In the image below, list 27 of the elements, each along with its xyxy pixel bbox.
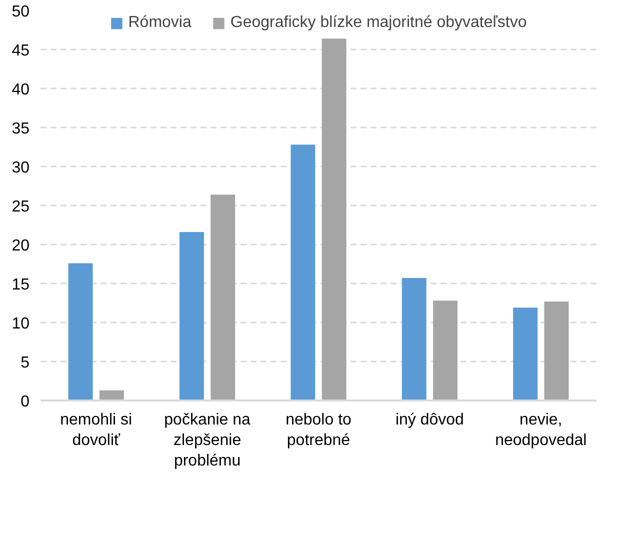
legend-label: Rómovia: [128, 14, 192, 32]
bar: [68, 263, 93, 400]
bar: [322, 38, 346, 400]
y-tick-label: 15: [12, 276, 30, 294]
bar: [513, 308, 538, 400]
bar: [433, 300, 458, 400]
y-tick-label: 40: [12, 82, 30, 98]
x-tick-label: iný dôvod: [395, 412, 464, 428]
y-tick-label: 0: [20, 394, 30, 410]
legend-label: Geograficky blízke majoritné obyvateľstvo: [230, 14, 527, 32]
y-tick-label: 10: [12, 316, 30, 332]
y-tick-label: 30: [12, 160, 30, 176]
y-tick-label: 25: [12, 198, 30, 216]
bar: [180, 232, 204, 400]
y-tick-label: 5: [20, 354, 30, 372]
bar: [544, 301, 569, 400]
y-tick-label: 35: [12, 120, 30, 138]
bar: [210, 194, 236, 400]
y-tick-label: 45: [12, 42, 30, 60]
y-tick-label: 50: [12, 4, 30, 20]
x-tick-label: nemohli si dovoliť: [60, 412, 132, 449]
bar: [402, 278, 426, 400]
x-tick-label: počkanie na zlepšenie problému: [164, 412, 251, 470]
y-tick-label: 20: [12, 238, 30, 254]
bar: [290, 144, 316, 400]
x-tick-label: nebolo to potrebné: [286, 412, 352, 449]
x-tick-label: nevie, neodpovedal: [495, 412, 587, 449]
